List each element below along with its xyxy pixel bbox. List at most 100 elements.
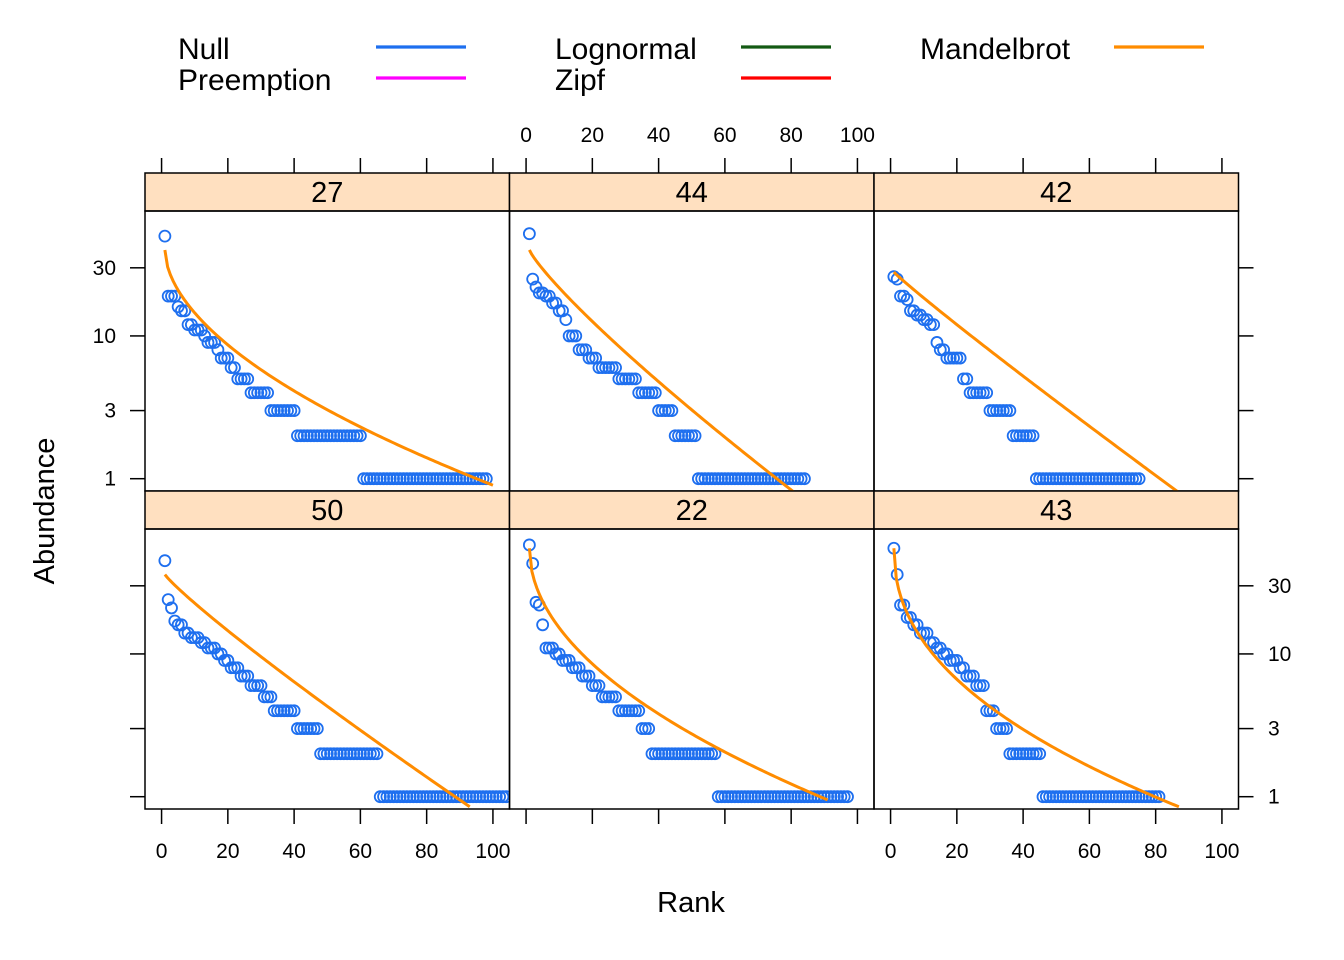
data-point <box>947 351 960 365</box>
bottom-axis: 0 20 40 60 80 100 0 20 40 60 80 100 <box>156 809 1239 863</box>
data-point <box>1126 472 1139 486</box>
data-point <box>188 323 202 337</box>
data-point <box>629 372 642 386</box>
x-tick-label: 20 <box>216 840 239 863</box>
data-point <box>165 601 178 615</box>
data-point <box>741 472 755 486</box>
data-point <box>761 790 775 804</box>
data-point <box>609 361 622 375</box>
data-point <box>1036 472 1050 486</box>
data-point <box>1129 790 1143 804</box>
data-point <box>546 296 559 310</box>
data-point <box>735 472 748 486</box>
data-point <box>234 372 248 386</box>
data-point <box>307 429 321 443</box>
data-point <box>986 704 1000 718</box>
data-point <box>562 654 576 667</box>
data-point <box>698 472 712 486</box>
data-point <box>446 472 460 486</box>
data-point <box>986 404 1000 417</box>
data-point <box>758 472 772 486</box>
data-point <box>257 690 271 704</box>
data-point <box>1149 790 1163 804</box>
data-point <box>665 747 679 761</box>
data-point <box>1029 747 1043 761</box>
data-point <box>344 429 357 443</box>
data-point <box>947 654 960 667</box>
data-point <box>208 336 221 349</box>
data-point <box>383 790 397 804</box>
data-point <box>970 386 984 400</box>
data-point <box>781 790 795 804</box>
data-point <box>1116 790 1129 804</box>
y-tick-label: 30 <box>1268 575 1291 598</box>
data-point <box>277 704 291 718</box>
data-point <box>476 790 490 804</box>
data-point <box>1006 747 1020 761</box>
data-point <box>430 790 444 804</box>
data-point <box>1102 472 1116 486</box>
data-point <box>1112 472 1126 486</box>
data-point <box>831 790 844 804</box>
data-point <box>648 386 662 400</box>
top-axis: 0 20 40 60 80 100 <box>160 124 1223 173</box>
data-point <box>406 472 420 486</box>
data-points <box>522 538 854 804</box>
data-point <box>539 289 553 303</box>
data-point <box>300 429 314 443</box>
legend-label-lognormal: Lognormal <box>555 33 697 66</box>
data-point <box>1039 472 1053 486</box>
data-point <box>267 704 281 718</box>
data-point <box>1023 747 1037 761</box>
data-point <box>980 386 994 400</box>
data-point <box>1023 429 1037 443</box>
data-point <box>277 404 291 417</box>
data-point <box>161 289 175 303</box>
data-point <box>605 361 619 375</box>
data-point <box>416 472 430 486</box>
data-point <box>559 654 573 667</box>
data-point <box>566 661 579 675</box>
data-point <box>360 472 374 486</box>
panel-strip-label: 50 <box>311 495 343 527</box>
data-point <box>218 351 231 365</box>
panel-43: 43 <box>873 490 1240 810</box>
data-point <box>682 429 695 443</box>
data-point <box>691 747 705 761</box>
data-point <box>652 404 666 417</box>
data-point <box>943 654 957 667</box>
data-point <box>652 747 666 761</box>
data-point <box>526 272 540 286</box>
data-point <box>1016 429 1030 443</box>
data-point <box>691 472 705 486</box>
data-point <box>271 704 284 718</box>
data-point <box>576 343 589 357</box>
data-point <box>446 790 460 804</box>
data-point <box>711 472 725 486</box>
data-point <box>522 227 536 241</box>
data-point <box>1026 747 1040 761</box>
x-tick-label: 80 <box>415 840 438 863</box>
data-point <box>416 790 430 804</box>
panel-plot-area <box>144 528 511 810</box>
data-point <box>158 229 172 243</box>
data-point <box>990 722 1003 735</box>
data-point <box>675 747 689 761</box>
data-point <box>483 790 497 804</box>
data-point <box>251 679 265 692</box>
data-point <box>705 472 719 486</box>
data-point <box>168 614 182 628</box>
data-point <box>549 296 563 310</box>
data-point <box>638 386 652 400</box>
data-point <box>827 790 841 804</box>
data-point <box>1013 747 1027 761</box>
data-point <box>400 790 414 804</box>
data-point <box>1109 472 1123 486</box>
data-point <box>1053 790 1066 804</box>
x-tick-label: 0 <box>520 124 532 147</box>
y-tick-label: 3 <box>1268 718 1280 741</box>
data-point <box>698 747 712 761</box>
data-point <box>367 747 381 761</box>
data-point <box>542 289 556 303</box>
data-point <box>1089 472 1103 486</box>
